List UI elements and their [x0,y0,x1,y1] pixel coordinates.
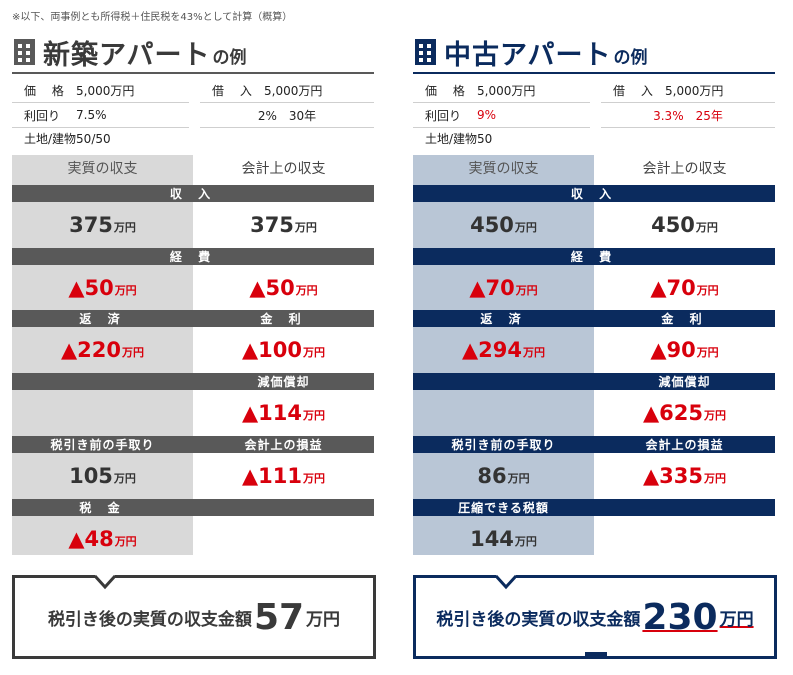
conditions: 価 格 5,000万円 借 入 5,000万円 利回り 7.5% 2% 30年 土地/… [12,74,374,154]
accounting-pl: ▲111 [242,464,302,488]
tax-bar: 税 金 [12,499,374,516]
result-unit: 万円 [306,609,341,630]
col-accounting: 会計上の収支 [193,155,374,181]
interest-bar: 金 利 [193,310,374,327]
result-text: 税引き後の実質の収支金額 [436,609,641,630]
interest-accounting: ▲100 [242,338,302,362]
expense-accounting: ▲50 [249,276,295,300]
col-actual: 実質の収支 [413,155,594,181]
result-text: 税引き後の実質の収支金額 [47,609,252,630]
expense-bar: 経 費 [12,248,374,265]
tax-saving: 144 [470,527,514,551]
pretax-bar: 税引き前の手取り [12,436,193,453]
title-sub: の例 [613,48,648,68]
income-accounting: 375 [250,213,294,237]
loan-label: 借 入 [212,83,258,98]
used-apartment-panel: 中古アパート の例 価 格 5,000万円 借 入 5,000万円 利回り 9% 3.… [413,32,775,555]
building-icon [415,39,436,65]
result-pointer [496,575,516,590]
price-value: 5,000万円 [477,83,536,98]
conditions: 価 格 5,000万円 借 入 5,000万円 利回り 9% 3.3% 25年 土地/… [413,74,775,154]
depreciation-accounting: ▲114 [242,401,302,425]
panel-title: 新築アパート の例 [12,32,374,74]
result-unit: 万円 [719,609,754,630]
new-apartment-result: 税引き後の実質の収支金額 57 万円 [12,575,376,659]
title-main: 中古アパート [444,39,612,71]
income-actual: 450 [470,213,514,237]
interest-accounting: ▲90 [650,338,696,362]
accounting-pl-bar: 会計上の損益 [594,436,775,453]
result-value: 57 [253,596,305,638]
pretax-bar: 税引き前の手取り [413,436,594,453]
price-label: 価 格 [24,83,70,98]
repay-actual: ▲294 [462,338,522,362]
depreciation-bar: 減価償却 [413,373,775,390]
building-icon [14,39,35,65]
used-apartment-result: 税引き後の実質の収支金額 230 万円 [413,575,777,659]
loan-terms: 2% 30年 [257,108,317,123]
tax-actual: ▲48 [68,527,114,551]
loan-label: 借 入 [613,83,659,98]
loan-terms: 3.3% 25年 [653,108,723,123]
pretax-actual: 105 [69,464,113,488]
interest-bar: 金 利 [594,310,775,327]
repay-bar: 返 済 [12,310,193,327]
loan-value: 5,000万円 [264,83,323,98]
land-ratio: 土地/建物50/50 [24,131,111,146]
yield-label: 利回り [24,108,61,123]
price-label: 価 格 [425,83,471,98]
result-tab [585,652,607,656]
repay-bar: 返 済 [413,310,594,327]
expense-actual: ▲70 [469,276,515,300]
calculation-note: ※以下、両事例とも所得税＋住民税を43%として計算（概算） [12,12,293,23]
result-pointer [95,575,115,590]
col-actual: 実質の収支 [12,155,193,181]
depreciation-bar: 減価償却 [12,373,374,390]
income-bar: 収 入 [413,185,775,202]
yield-value: 9% [477,108,497,122]
expense-accounting: ▲70 [650,276,696,300]
repay-actual: ▲220 [61,338,121,362]
yield-label: 利回り [425,108,462,123]
pretax-actual: 86 [477,464,507,488]
depreciation-accounting: ▲625 [643,401,703,425]
land-ratio: 土地/建物50 [425,131,493,146]
income-accounting: 450 [651,213,695,237]
expense-actual: ▲50 [68,276,114,300]
accounting-pl-bar: 会計上の損益 [193,436,374,453]
expense-bar: 経 費 [413,248,775,265]
result-value: 230 [642,596,718,638]
accounting-pl: ▲335 [643,464,703,488]
title-main: 新築アパート [43,39,211,71]
tax-saving-bar: 圧縮できる税額 [413,499,775,516]
income-actual: 375 [69,213,113,237]
income-bar: 収 入 [12,185,374,202]
title-sub: の例 [212,48,247,68]
price-value: 5,000万円 [76,83,135,98]
new-apartment-panel: 新築アパート の例 価 格 5,000万円 借 入 5,000万円 利回り 7.5% … [12,32,374,555]
loan-value: 5,000万円 [665,83,724,98]
yield-value: 7.5% [76,108,107,122]
col-accounting: 会計上の収支 [594,155,775,181]
panel-title: 中古アパート の例 [413,32,775,74]
